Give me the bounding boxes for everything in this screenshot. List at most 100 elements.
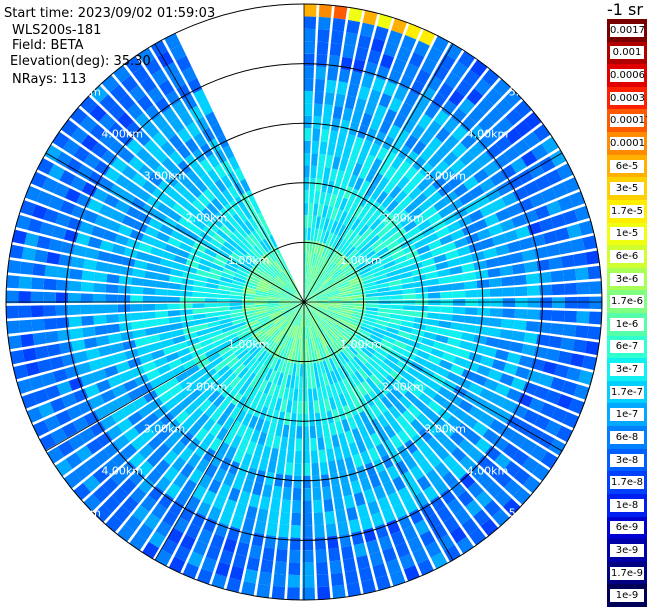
ray-gate (159, 412, 175, 426)
ray-gate (167, 188, 182, 202)
ray-gate (440, 291, 453, 299)
ray-gate (291, 302, 304, 304)
ray-gate (304, 302, 313, 311)
ray-gate (263, 394, 273, 408)
ray-gate (453, 299, 466, 306)
ray-gate (278, 273, 288, 284)
ray-gate (104, 167, 121, 183)
ray-gate (327, 288, 340, 294)
ray-gate (417, 177, 431, 192)
ray-gate (121, 256, 136, 267)
ray-gate (463, 176, 479, 191)
ray-gate (85, 247, 100, 260)
ray-gate (522, 381, 538, 396)
ray-gate (231, 280, 245, 287)
ray-gate (154, 405, 169, 419)
ray-gate (335, 170, 345, 184)
ray-gate (588, 311, 602, 325)
ray-gate (389, 185, 402, 199)
ray-gate (230, 360, 243, 372)
ray-gate (287, 283, 296, 293)
ray-gate (323, 279, 335, 288)
ray-gate (364, 231, 377, 243)
ray-gate (255, 308, 268, 313)
ray-gate (241, 238, 253, 250)
ray-gate (468, 382, 484, 396)
ray-gate (451, 447, 467, 463)
ray-gate (548, 335, 563, 349)
ray-gate (348, 402, 359, 416)
ray-gate (380, 362, 393, 374)
ray-gate (391, 155, 404, 170)
ray-gate (293, 388, 299, 402)
ray-gate (66, 157, 83, 174)
range-ring-label: 3.00km (144, 422, 186, 435)
ray-gate (89, 123, 107, 141)
ray-gate (407, 404, 422, 418)
ray-gate (416, 475, 432, 491)
ray-gate (409, 261, 424, 271)
ray-gate (358, 85, 371, 101)
ray-gate (500, 164, 517, 180)
ray-gate (412, 322, 426, 331)
ray-gate (312, 487, 322, 501)
azimuth-line (303, 301, 454, 561)
ray-gate (163, 216, 178, 229)
ray-gate (304, 292, 313, 302)
ray-gate (146, 195, 162, 209)
ray-gate (232, 229, 245, 242)
ray-gate (208, 325, 222, 333)
ray-gate (411, 449, 426, 465)
ray-gate (127, 411, 143, 426)
ray-gate (464, 315, 478, 325)
ray-gate (263, 223, 272, 237)
ray-gate (388, 97, 403, 113)
ray-gate (315, 254, 322, 267)
ray-gate (276, 461, 285, 475)
ray-gate (30, 291, 44, 304)
ray-gate (277, 333, 286, 345)
ray-gate (557, 350, 573, 365)
ray-gate (332, 17, 346, 32)
ray-gate (46, 343, 62, 357)
ray-gate (339, 119, 350, 134)
ray-gate (304, 239, 307, 253)
ray-gate (198, 474, 213, 490)
ray-gate (479, 387, 495, 402)
ray-gate (172, 100, 188, 117)
ray-gate (207, 153, 220, 168)
ray-gate (330, 207, 339, 221)
ray-gate (385, 391, 399, 405)
ray-gate (332, 270, 344, 280)
ray-gate (383, 108, 397, 124)
ray-gate (483, 247, 498, 259)
ray-gate (260, 352, 270, 365)
ray-gate (389, 570, 406, 587)
ray-gate (72, 416, 89, 432)
ray-gate (582, 355, 597, 371)
ray-gate (136, 188, 152, 203)
ray-gate (378, 295, 391, 300)
ray-gate (148, 531, 166, 549)
ray-gate (411, 328, 425, 337)
ray-gate (223, 538, 237, 554)
ray-gate (324, 281, 336, 290)
ray-gate (528, 397, 545, 413)
ray-gate (212, 258, 226, 268)
ray-gate (269, 396, 278, 410)
ray-gate (482, 346, 497, 358)
ray-gate (117, 418, 133, 433)
ray-gate (251, 201, 262, 215)
ray-gate (61, 393, 77, 408)
ray-gate (185, 229, 199, 241)
ray-gate (270, 447, 279, 462)
ray-gate (204, 298, 218, 303)
ray-gate (337, 316, 350, 324)
ray-gate (111, 469, 128, 486)
ray-gate (318, 374, 325, 388)
ray-gate (169, 500, 185, 516)
ray-gate (258, 457, 269, 472)
ray-gate (21, 247, 36, 261)
ray-gate (306, 314, 310, 327)
ray-gate (207, 372, 221, 385)
